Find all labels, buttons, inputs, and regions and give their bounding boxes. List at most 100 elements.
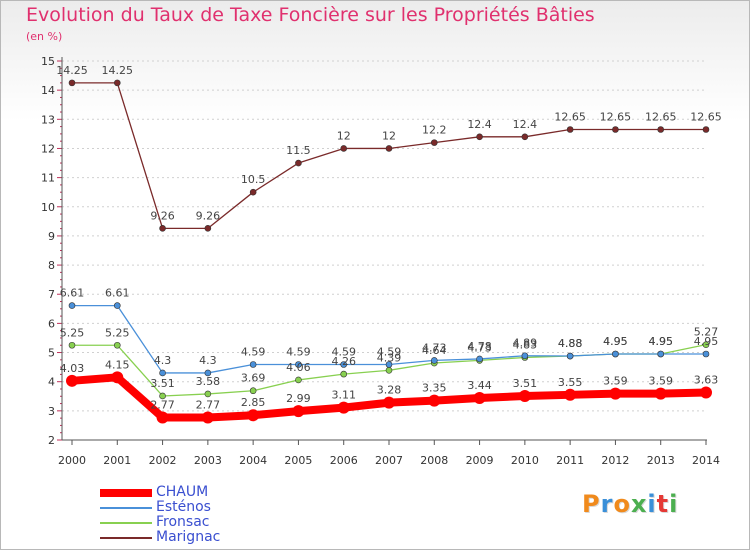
data-point [111, 371, 124, 384]
x-tick-label: 2000 [58, 454, 86, 467]
data-label: 2.77 [150, 399, 175, 412]
data-label: 3.28 [377, 384, 402, 397]
x-tick-label: 2010 [511, 454, 539, 467]
data-point [612, 350, 619, 358]
legend-label-chaum: CHAUM [156, 484, 209, 500]
data-point [430, 357, 438, 364]
data-label: 4.64 [422, 344, 447, 357]
proxiti-logo: Proxiti [582, 490, 678, 518]
x-tick-label: 2003 [194, 454, 222, 467]
data-point [204, 390, 212, 398]
data-point [68, 341, 76, 349]
data-label: 4.95 [694, 335, 719, 348]
data-point [702, 350, 710, 358]
data-labels: 4.03 4.15 2.77 2.77 2.85 2.99 3.11 3.28 3.35 3.44… [56, 64, 722, 412]
data-point [702, 126, 710, 133]
y-tick-label: 3 [48, 405, 55, 418]
data-point [657, 126, 665, 133]
data-point [430, 139, 438, 146]
data-label: 4.59 [286, 345, 311, 358]
data-label: 4.88 [558, 337, 583, 350]
y-tick-label: 11 [41, 172, 55, 185]
data-point [476, 355, 483, 363]
y-tick-label: 4 [48, 376, 55, 389]
x-tick-label: 2008 [420, 454, 448, 467]
logo-letter: i [647, 490, 657, 518]
x-tick-label: 2009 [466, 454, 494, 467]
data-point [68, 79, 76, 87]
chart-subtitle: (en %) [26, 30, 63, 43]
data-label: 4.95 [648, 335, 673, 348]
data-label: 3.51 [150, 377, 175, 390]
data-point [249, 387, 257, 395]
data-label: 12 [337, 129, 351, 142]
data-label: 4.26 [331, 355, 356, 368]
data-point [249, 188, 257, 196]
x-tick-label: 2014 [692, 454, 720, 467]
data-point [295, 159, 302, 167]
data-point [566, 352, 574, 360]
data-label: 2.85 [241, 396, 266, 409]
y-tick-label: 5 [48, 347, 55, 360]
y-tick-label: 9 [48, 230, 55, 243]
y-tick-label: 8 [48, 259, 55, 272]
y-tick-label: 10 [41, 201, 55, 214]
legend-swatch-marignac [100, 537, 152, 539]
logo-letter: o [613, 490, 631, 518]
data-label: 3.51 [513, 377, 538, 390]
data-point [700, 386, 712, 399]
data-label: 3.59 [603, 375, 628, 388]
data-label: 4.3 [154, 354, 172, 367]
data-point [295, 376, 302, 384]
legend-label-fronsac: Fronsac [156, 514, 210, 530]
data-label: 4.39 [377, 351, 402, 364]
x-tick-label: 2011 [556, 454, 584, 467]
legend-swatch-chaum [100, 489, 152, 497]
data-point [159, 369, 166, 377]
data-label: 4.06 [286, 361, 311, 374]
data-label: 3.44 [467, 379, 492, 392]
data-label: 12.65 [645, 111, 677, 124]
data-point [609, 387, 622, 400]
data-label: 3.35 [422, 382, 447, 395]
data-label: 12.65 [600, 111, 632, 124]
logo-letter: i [669, 490, 679, 518]
data-point [292, 405, 305, 418]
legend-label-marignac: Marignac [156, 529, 221, 545]
data-label: 4.95 [603, 335, 628, 348]
data-label: 6.61 [105, 287, 130, 300]
y-tick-label: 2 [48, 434, 55, 447]
tick-labels: 2 3 4 5 6 7 8 9 10 11 12 13 14 15 2000 2001 2002 2003 2004… [41, 55, 720, 467]
data-point [113, 341, 121, 349]
data-point [702, 341, 710, 348]
data-point [385, 367, 393, 374]
data-label: 4.83 [513, 338, 538, 351]
data-label: 12.4 [467, 118, 492, 131]
data-label: 4.03 [60, 362, 85, 375]
data-point [337, 401, 350, 414]
data-label: 12.65 [690, 111, 722, 124]
data-point [247, 409, 260, 422]
data-point [518, 389, 531, 402]
data-label: 6.61 [60, 287, 85, 300]
data-label: 5.25 [60, 326, 85, 339]
data-label: 3.69 [241, 372, 266, 385]
data-point [473, 392, 486, 405]
data-point [66, 374, 78, 387]
data-point [385, 145, 393, 152]
data-point [340, 145, 348, 152]
data-point [159, 392, 166, 400]
data-label: 4.59 [241, 345, 266, 358]
data-label: 4.15 [105, 358, 130, 371]
data-label: 14.25 [102, 64, 134, 77]
data-label: 4.89 [513, 337, 538, 350]
data-label: 4.78 [467, 340, 492, 353]
data-point [521, 133, 529, 141]
data-point [383, 396, 395, 409]
x-tick-label: 2005 [284, 454, 312, 467]
axes [57, 57, 707, 445]
data-label: 4.73 [422, 341, 447, 354]
data-label: 5.25 [105, 326, 130, 339]
